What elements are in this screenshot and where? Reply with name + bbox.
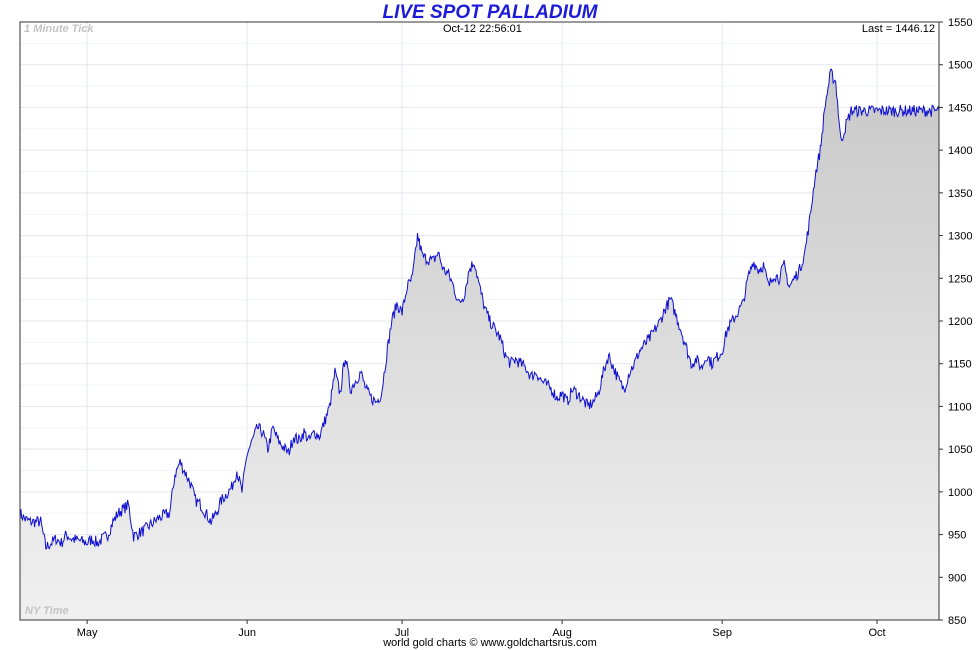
y-axis-ticks: 850 900 950 1000 1050 1100 1150 1200 1250 1300 135… — [939, 17, 972, 627]
y-tick-label: 1150 — [948, 359, 972, 371]
y-tick-label: 1100 — [948, 401, 972, 413]
price-line — [19, 68, 940, 550]
y-tick-label: 1400 — [948, 145, 972, 157]
y-tick-label: 850 — [948, 615, 966, 627]
y-tick-label: 1450 — [948, 102, 972, 114]
y-tick-label: 1050 — [948, 444, 972, 456]
last-price-label: Last = 1446.12 — [861, 23, 935, 35]
y-tick-label: 900 — [948, 572, 966, 584]
y-tick-label: 1250 — [948, 273, 972, 285]
x-tick-label: Oct — [868, 627, 885, 639]
chart-title: LIVE SPOT PALLADIUM — [382, 2, 598, 23]
x-tick-label: Aug — [552, 627, 572, 639]
x-tick-label: May — [77, 627, 98, 639]
x-axis-ticks: May Jun Jul Aug Sep Oct — [77, 620, 886, 639]
resolution-label: 1 Minute Tick — [24, 23, 94, 35]
y-tick-label: 1550 — [948, 17, 972, 29]
y-tick-label: 1000 — [948, 487, 972, 499]
x-tick-label: Jun — [238, 627, 256, 639]
price-line-group — [19, 68, 940, 550]
price-area-group — [20, 69, 939, 620]
price-area — [20, 69, 939, 620]
footer-credit: world gold charts © www.goldchartsrus.co… — [383, 637, 597, 649]
timezone-label: NY Time — [25, 605, 69, 617]
y-tick-label: 950 — [948, 530, 966, 542]
x-tick-label: Sep — [712, 627, 732, 639]
y-tick-label: 1350 — [948, 188, 972, 200]
x-tick-label: Jul — [395, 627, 409, 639]
y-tick-label: 1200 — [948, 316, 972, 328]
y-tick-label: 1300 — [948, 231, 972, 243]
timestamp-label: Oct-12 22:56:01 — [443, 23, 522, 35]
y-tick-label: 1500 — [948, 60, 972, 72]
